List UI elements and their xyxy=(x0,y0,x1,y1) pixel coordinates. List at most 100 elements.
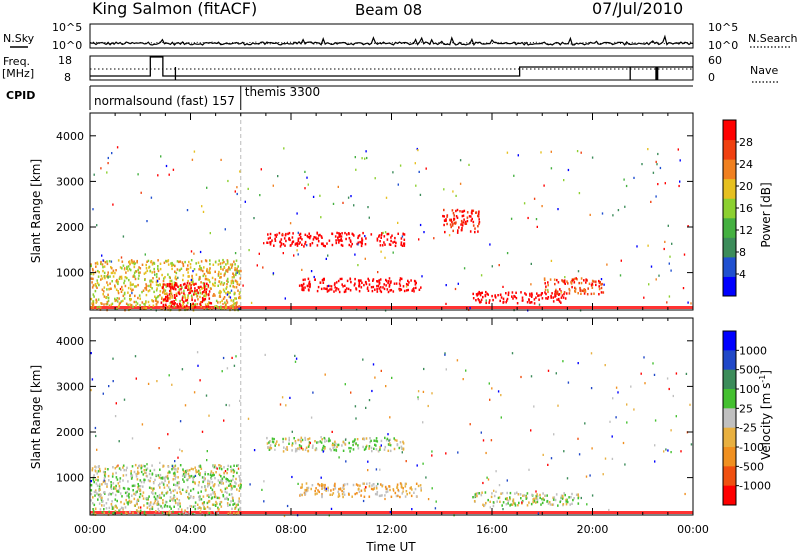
echo-cell xyxy=(212,503,215,506)
echo-cell xyxy=(112,507,115,510)
echo-cell xyxy=(455,209,457,213)
echo-cell xyxy=(480,274,483,277)
echo-cell xyxy=(568,287,570,291)
echo-cell xyxy=(609,420,611,423)
echo-cell xyxy=(190,259,193,262)
echo-cell xyxy=(407,283,409,287)
echo-cell xyxy=(364,243,367,246)
echo-cell xyxy=(248,249,250,252)
echo-cell xyxy=(163,505,166,508)
echo-cell xyxy=(168,305,170,308)
echo-cell xyxy=(107,493,110,496)
echo-cell xyxy=(345,237,347,241)
echo-cell xyxy=(329,288,331,291)
echo-cell xyxy=(149,285,152,288)
echo-cell xyxy=(242,284,244,287)
echo-cell xyxy=(130,477,133,480)
echo-cell xyxy=(463,209,466,213)
echo-cell xyxy=(337,238,339,242)
echo-cell xyxy=(97,275,100,278)
echo-cell xyxy=(561,497,564,500)
echo-cell xyxy=(102,392,104,395)
echo-cell xyxy=(263,500,265,503)
echo-cell xyxy=(161,297,163,301)
echo-cell xyxy=(353,284,356,287)
echo-cell xyxy=(289,396,291,399)
echo-cell xyxy=(543,277,546,280)
echo-cell xyxy=(666,301,668,304)
echo-cell xyxy=(139,485,142,488)
echo-cell xyxy=(233,485,235,488)
echo-cell xyxy=(388,442,391,445)
echo-cell xyxy=(307,183,309,186)
echo-cell xyxy=(174,270,176,273)
echo-cell xyxy=(124,267,126,270)
echo-cell xyxy=(501,504,503,507)
echo-cell xyxy=(112,466,114,469)
echo-cell xyxy=(234,507,236,510)
echo-cell xyxy=(375,468,378,471)
echo-cell xyxy=(562,503,565,506)
echo-cell xyxy=(142,485,144,488)
echo-cell xyxy=(179,448,181,451)
echo-cell xyxy=(182,278,184,282)
echo-cell xyxy=(555,493,558,496)
echo-cell xyxy=(227,268,229,271)
echo-cell xyxy=(119,477,122,480)
echo-cell xyxy=(235,482,237,485)
echo-cell xyxy=(145,307,147,310)
echo-cell xyxy=(478,300,481,304)
echo-cell xyxy=(140,467,142,470)
echo-cell xyxy=(294,354,296,357)
echo-cell xyxy=(363,495,366,498)
echo-cell xyxy=(115,280,118,283)
echo-cell xyxy=(143,272,146,275)
echo-cell xyxy=(223,471,225,475)
echo-cell xyxy=(337,279,340,283)
echo-cell xyxy=(301,284,304,287)
echo-cell xyxy=(397,183,399,186)
echo-cell xyxy=(418,288,421,291)
echo-cell xyxy=(417,390,420,393)
echo-cell xyxy=(341,444,343,447)
echo-cell xyxy=(558,293,561,296)
echo-cell xyxy=(321,279,324,282)
echo-cell xyxy=(468,163,470,166)
echo-cell xyxy=(396,486,398,489)
echo-cell xyxy=(119,492,122,495)
echo-cell xyxy=(190,505,192,508)
echo-cell xyxy=(455,215,458,218)
echo-cell xyxy=(213,490,216,494)
echo-cell xyxy=(309,284,311,287)
echo-cell xyxy=(182,470,185,473)
echo-cell xyxy=(644,382,646,385)
echo-cell xyxy=(320,287,323,291)
echo-cell xyxy=(568,292,571,295)
echo-cell xyxy=(525,497,528,500)
echo-cell xyxy=(283,514,286,518)
echo-cell xyxy=(414,162,416,165)
echo-cell xyxy=(360,494,362,497)
echo-cell xyxy=(90,272,92,275)
echo-cell xyxy=(474,230,476,234)
echo-cell xyxy=(294,441,297,445)
echo-cell xyxy=(118,277,121,280)
echo-cell xyxy=(143,504,145,507)
echo-cell xyxy=(339,232,341,236)
echo-cell xyxy=(165,305,168,308)
echo-cell xyxy=(599,281,601,284)
echo-cell xyxy=(189,266,192,269)
echo-cell xyxy=(316,492,318,495)
echo-cell xyxy=(462,378,464,381)
echo-cell xyxy=(166,284,169,288)
echo-cell xyxy=(240,479,242,482)
echo-cell xyxy=(181,513,183,516)
echo-cell xyxy=(91,286,94,289)
echo-cell xyxy=(93,474,95,477)
echo-cell xyxy=(392,251,394,254)
echo-cell xyxy=(308,443,310,447)
echo-cell xyxy=(159,283,161,286)
echo-cell xyxy=(144,271,147,274)
echo-cell xyxy=(186,469,188,472)
echo-cell xyxy=(222,258,224,262)
